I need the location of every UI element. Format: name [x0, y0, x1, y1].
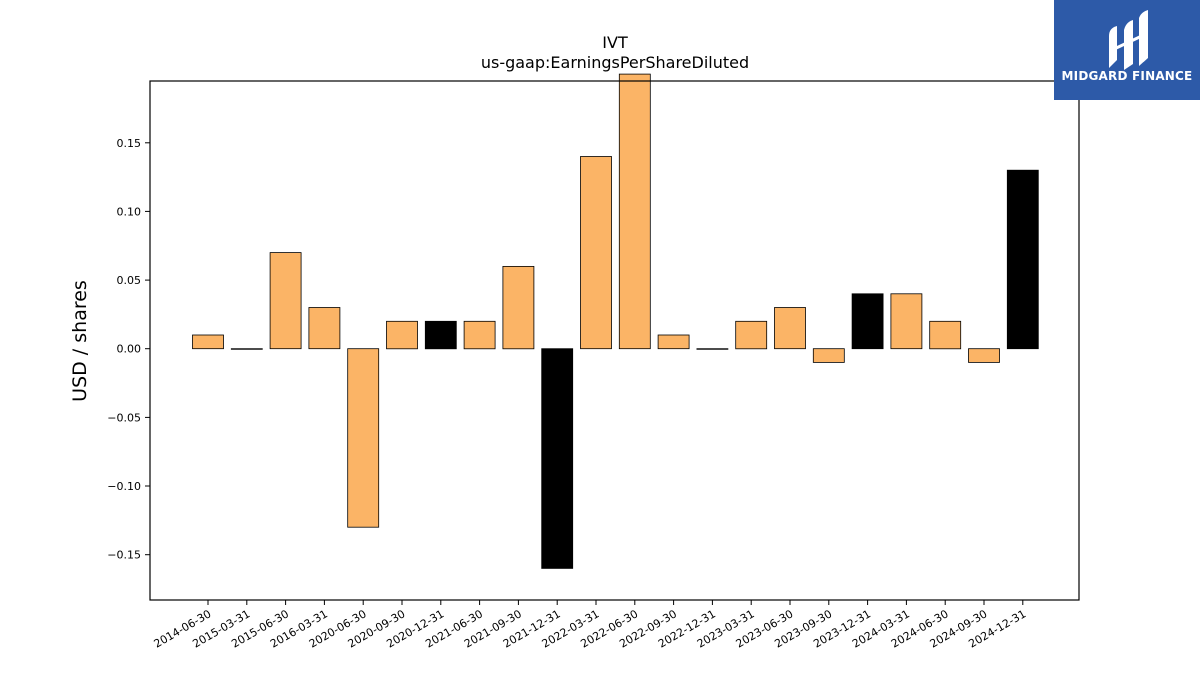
- bar: [308, 307, 341, 350]
- bar: [269, 252, 302, 350]
- chart-title: IVT: [602, 33, 628, 52]
- bar: [774, 307, 806, 350]
- bar: [347, 348, 380, 528]
- y-tick-label: −0.15: [107, 549, 141, 562]
- y-tick-label: 0.00: [117, 343, 142, 356]
- bar: [929, 320, 962, 350]
- y-tick-label: 0.15: [117, 137, 142, 150]
- y-tick-label: −0.10: [107, 480, 141, 493]
- bar: [192, 334, 224, 350]
- brand-logo: MIDGARD FINANCE: [1054, 0, 1200, 100]
- bar: [230, 348, 263, 350]
- bar: [580, 156, 612, 350]
- y-tick-label: 0.05: [117, 274, 142, 287]
- bar: [386, 320, 418, 350]
- logo-mark-icon: [1109, 10, 1148, 70]
- bar: [1006, 169, 1039, 350]
- bar: [541, 348, 574, 569]
- plot-frame: [149, 80, 1080, 601]
- bar: [618, 73, 651, 350]
- bar: [424, 320, 457, 350]
- bar: [463, 320, 496, 350]
- chart-subtitle: us-gaap:EarningsPerShareDiluted: [481, 53, 749, 72]
- bar: [968, 348, 1000, 363]
- y-tick-label: −0.05: [107, 411, 141, 424]
- bar: [502, 265, 535, 350]
- y-tick-label: 0.10: [117, 205, 142, 218]
- bar: [696, 348, 729, 350]
- logo-text: MIDGARD FINANCE: [1061, 69, 1193, 83]
- bar: [851, 293, 884, 350]
- bar: [890, 293, 923, 350]
- bar: [735, 320, 768, 350]
- y-axis-label: USD / shares: [69, 280, 91, 402]
- bar: [812, 348, 845, 363]
- bar: [657, 334, 690, 350]
